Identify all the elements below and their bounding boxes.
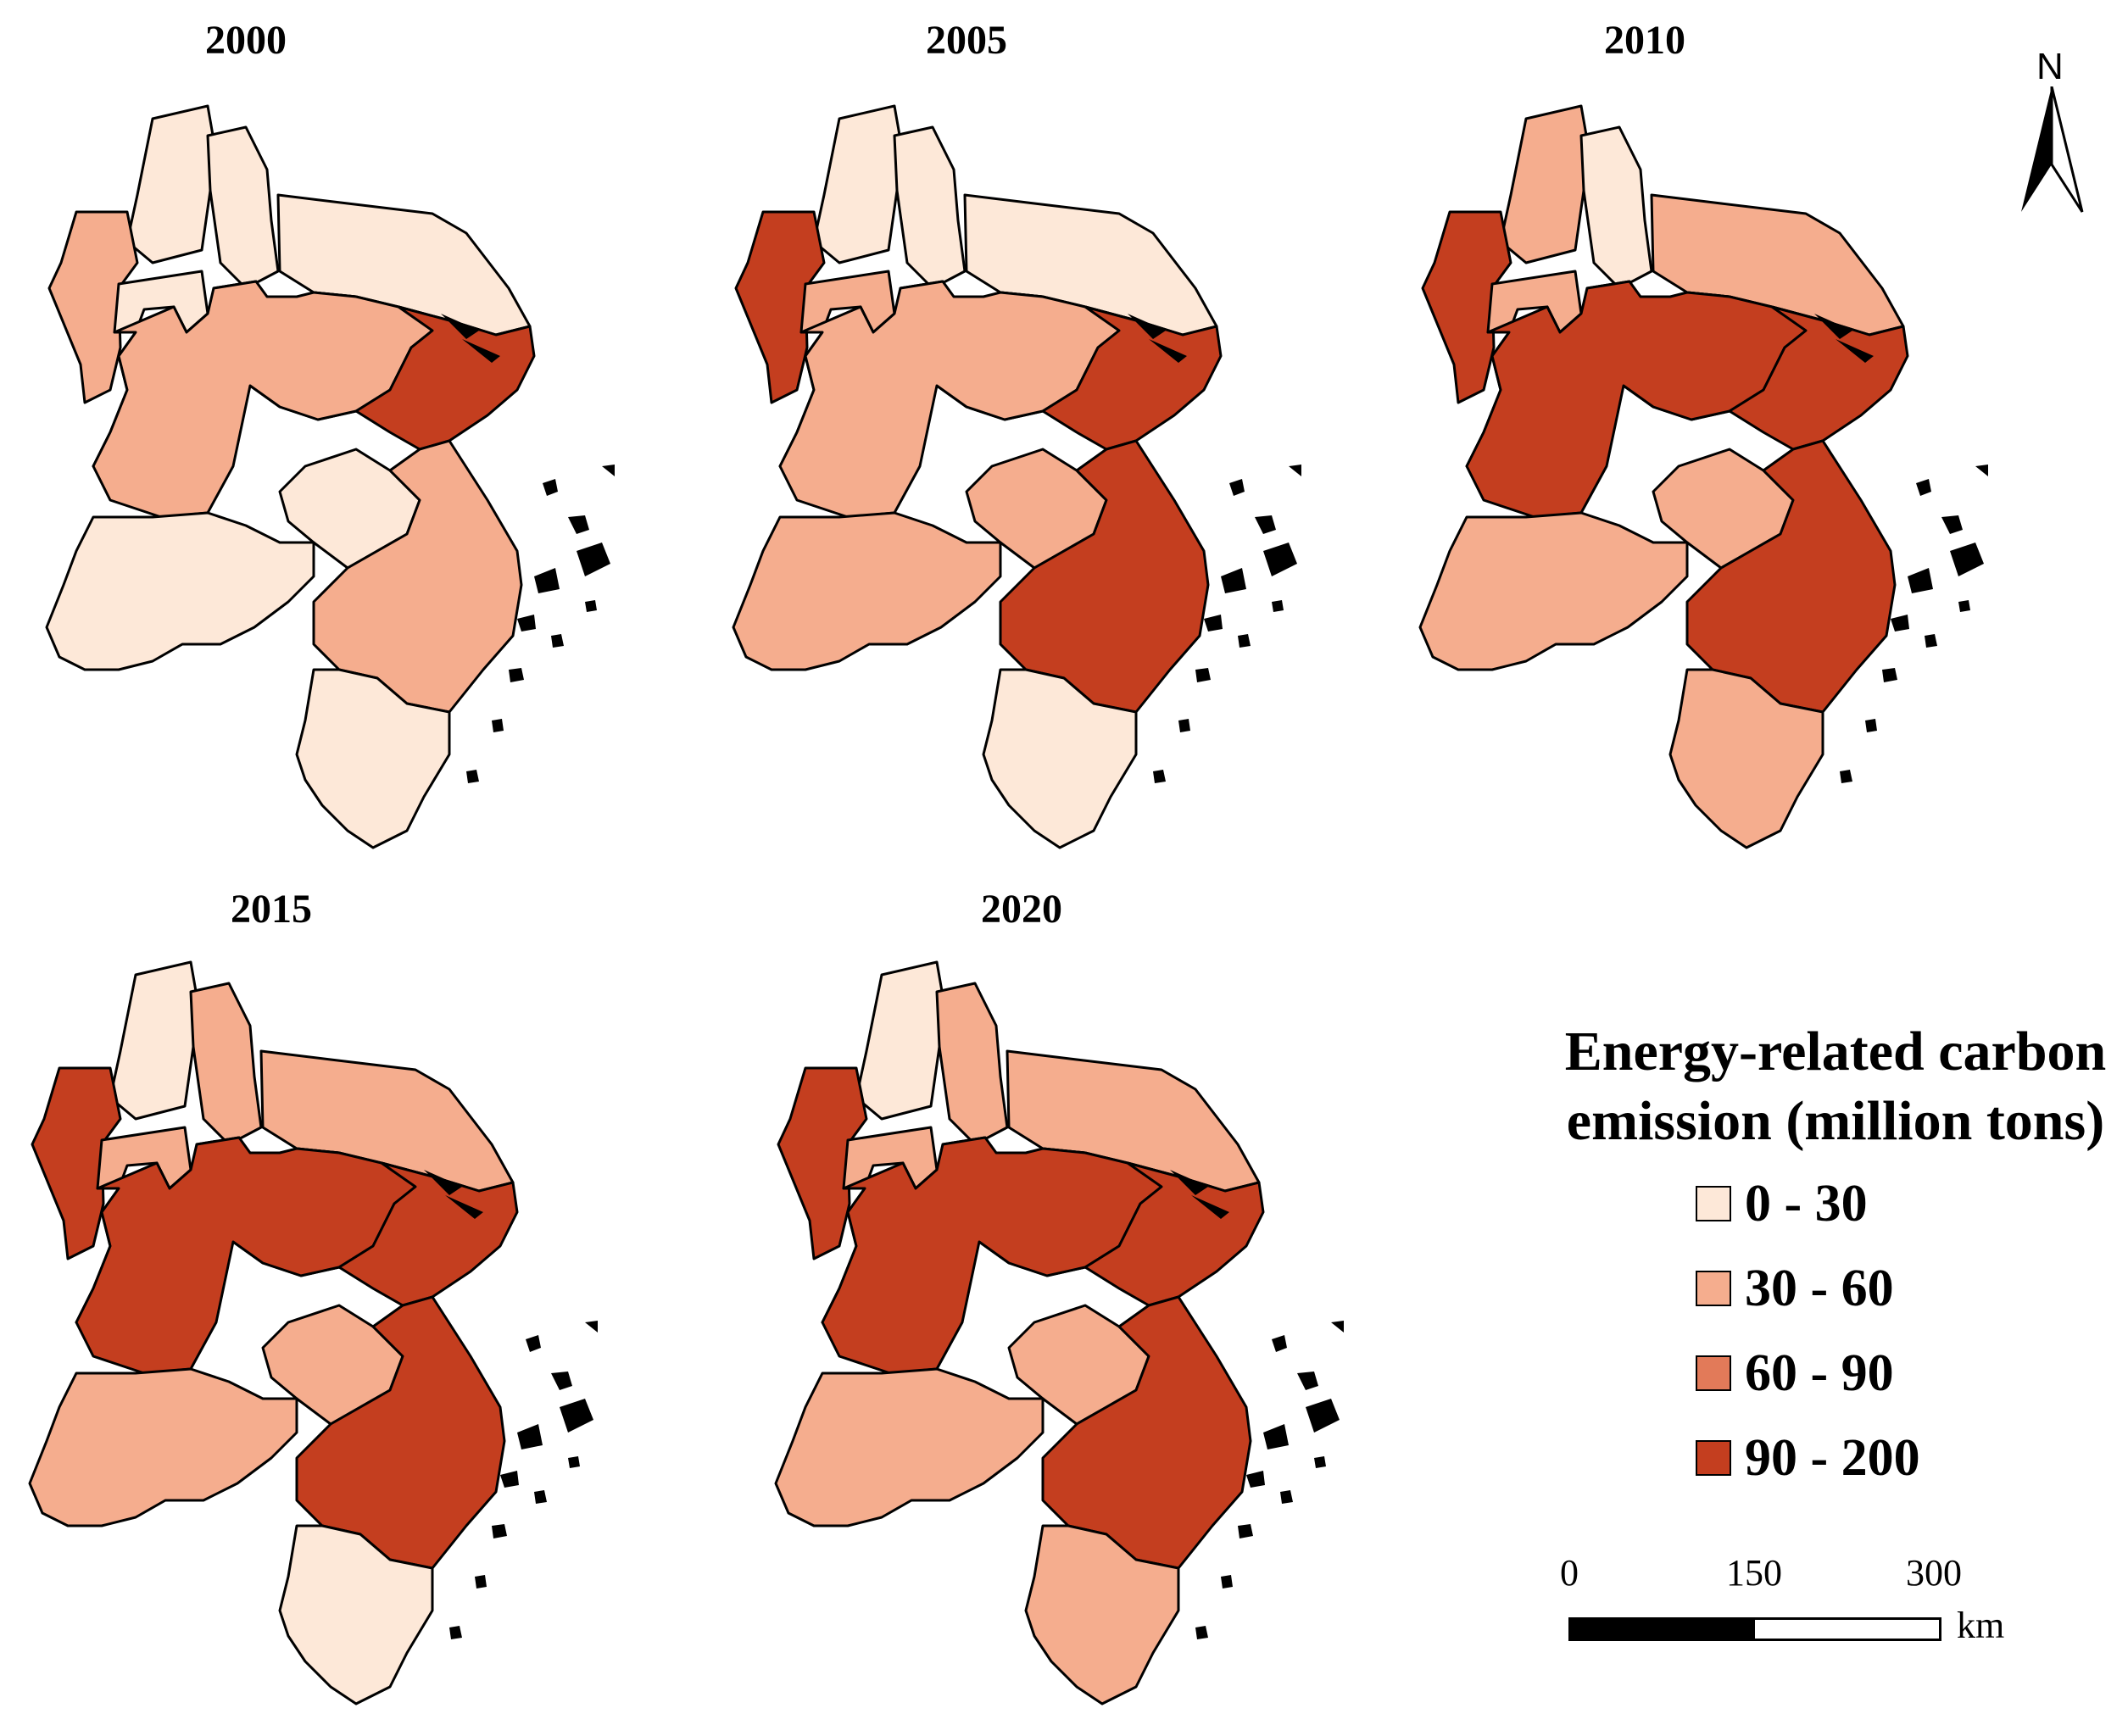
region-1 (1499, 104, 1589, 264)
region-4 (47, 210, 139, 404)
region-14 (45, 511, 315, 671)
legend-item: 30 - 60 (1696, 1246, 1894, 1331)
map-2010 (1418, 104, 1988, 849)
scale-tick-300: 300 (1906, 1552, 1962, 1594)
legend-label: 0 - 30 (1745, 1174, 1868, 1232)
legend-swatch (1696, 1355, 1731, 1391)
scale-tick-150: 150 (1726, 1552, 1782, 1594)
scale-unit: km (1957, 1605, 2005, 1646)
north-label: N (2036, 46, 2064, 87)
region-14 (1418, 511, 1689, 671)
region-16 (1668, 668, 1824, 849)
region-2 (935, 982, 1009, 1146)
panel-title-2010: 2010 (1604, 18, 1685, 63)
region-2 (1579, 125, 1653, 290)
region-1 (855, 960, 944, 1121)
scale-tick-0: 0 (1560, 1552, 1579, 1594)
region-1 (812, 104, 902, 264)
panel-title-2015: 2015 (231, 887, 312, 932)
region-4 (31, 1066, 122, 1260)
legend-item: 0 - 30 (1696, 1161, 1868, 1246)
map-2005 (732, 104, 1301, 849)
region-16 (1024, 1524, 1180, 1705)
region-4 (734, 210, 826, 404)
region-1 (109, 960, 198, 1121)
legend-label: 60 - 90 (1745, 1344, 1894, 1402)
scale-bar-graphic (1568, 1617, 1941, 1641)
panel-title-2005: 2005 (926, 18, 1007, 63)
panel-title-2000: 2000 (205, 18, 287, 63)
panel-title-2020: 2020 (981, 887, 1062, 932)
map-2020 (774, 960, 1344, 1705)
region-1 (125, 104, 215, 264)
legend-item: 90 - 200 (1696, 1416, 1920, 1500)
region-14 (774, 1367, 1045, 1527)
legend-label: 90 - 200 (1745, 1428, 1920, 1487)
map-2015 (28, 960, 598, 1705)
legend-swatch (1696, 1271, 1731, 1306)
map-2000 (45, 104, 615, 849)
region-14 (732, 511, 1002, 671)
scale-bar-black-segment (1571, 1620, 1755, 1639)
legend-label: 30 - 60 (1745, 1259, 1894, 1317)
legend-swatch (1696, 1186, 1731, 1221)
region-2 (189, 982, 263, 1146)
region-4 (1421, 210, 1512, 404)
region-2 (893, 125, 967, 290)
region-16 (295, 668, 451, 849)
legend-title: Energy-related carbon emission (million … (1564, 1021, 2107, 1152)
region-16 (278, 1524, 434, 1705)
legend-swatch (1696, 1440, 1731, 1476)
region-14 (28, 1367, 298, 1527)
scale-bar-white-segment (1755, 1620, 1939, 1639)
scale-bar: 0 150 300 km (1560, 1551, 2035, 1653)
region-2 (206, 125, 280, 290)
legend-item: 60 - 90 (1696, 1331, 1894, 1416)
north-arrow-icon (2021, 86, 2084, 213)
region-16 (982, 668, 1138, 849)
region-4 (777, 1066, 868, 1260)
north-arrow: N (2018, 46, 2086, 213)
